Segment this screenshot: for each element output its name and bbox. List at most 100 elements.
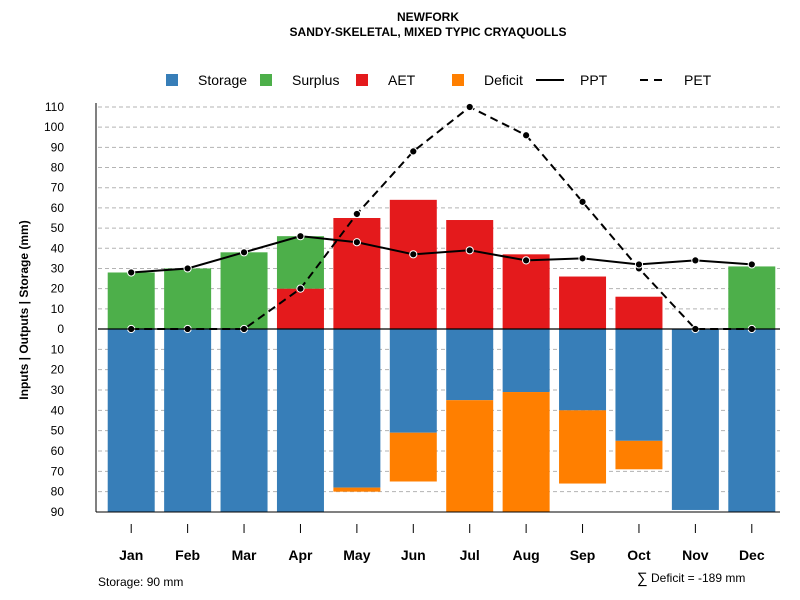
ppt-point [691, 256, 700, 265]
storage-bar-jun [389, 329, 437, 433]
y-tick-label: 90 [51, 505, 65, 519]
ppt-point [409, 250, 418, 259]
legend-label-pet: PET [684, 72, 712, 88]
y-tick-label: 90 [51, 140, 65, 154]
storage-bar-nov [671, 329, 719, 510]
surplus-bar-feb [164, 268, 212, 329]
month-label-aug: Aug [513, 547, 540, 563]
month-label-may: May [343, 547, 370, 563]
pet-point [296, 284, 305, 293]
pet-point [352, 209, 361, 219]
surplus-bar-mar [220, 252, 268, 329]
month-label-jun: Jun [401, 547, 426, 563]
aet-bar-aug [502, 254, 550, 329]
ppt-point [522, 256, 531, 265]
pet-point [522, 131, 531, 140]
deficit-sum-icon: ∑ [637, 570, 648, 587]
month-label-sep: Sep [570, 547, 596, 563]
storage-bar-dec [728, 329, 776, 512]
legend: Storage Surplus AET Deficit PPT PET [166, 72, 712, 88]
deficit-bar-oct [615, 440, 663, 470]
storage-bar-mar [220, 329, 268, 512]
lines-layer [127, 102, 756, 334]
storage-bar-sep [559, 329, 607, 411]
month-label-jul: Jul [460, 547, 480, 563]
y-tick-label: 50 [51, 424, 65, 438]
y-tick-label: 10 [51, 342, 65, 356]
y-tick-label: 60 [51, 444, 65, 458]
bars-layer [107, 199, 776, 512]
surplus-bar-jan [107, 272, 155, 329]
chart-title: NEWFORK [397, 10, 459, 24]
ppt-line [131, 235, 752, 274]
storage-bar-apr [276, 329, 324, 512]
chart-subtitle: SANDY-SKELETAL, MIXED TYPIC CRYAQUOLLS [290, 25, 567, 39]
storage-bar-aug [502, 329, 550, 393]
deficit-footnote: Deficit = -189 mm [651, 571, 745, 585]
y-tick-label: 70 [51, 181, 65, 195]
pet-line [131, 105, 752, 330]
legend-swatch-surplus [260, 74, 272, 86]
pet-point [409, 147, 418, 156]
y-tick-label: 110 [45, 100, 64, 114]
deficit-bar-aug [502, 392, 550, 512]
ppt-point [239, 248, 249, 257]
y-tick-label: 50 [51, 221, 65, 235]
y-tick-label: 40 [51, 241, 65, 255]
legend-label-deficit: Deficit [484, 72, 523, 88]
y-tick-label: 70 [51, 464, 65, 478]
month-label-oct: Oct [627, 547, 651, 563]
y-tick-label: 20 [51, 363, 65, 377]
legend-label-storage: Storage [198, 72, 247, 88]
legend-label-surplus: Surplus [292, 72, 339, 88]
month-label-dec: Dec [739, 547, 765, 563]
month-label-jan: Jan [119, 547, 143, 563]
y-axis-title: Inputs | Outputs | Storage (mm) [17, 220, 31, 399]
legend-label-aet: AET [388, 72, 416, 88]
ppt-point [578, 254, 587, 263]
y-tick-label: 80 [51, 161, 65, 175]
deficit-bar-sep [559, 410, 607, 484]
month-label-nov: Nov [682, 547, 709, 563]
ppt-point [296, 232, 305, 241]
aet-bar-jul [446, 220, 494, 329]
storage-bar-jul [446, 329, 494, 401]
storage-bar-jan [107, 329, 155, 512]
deficit-bar-may [333, 487, 381, 492]
y-tick-label: 100 [44, 120, 64, 134]
ppt-point [747, 260, 756, 269]
ppt-point [183, 264, 192, 273]
storage-bar-oct [615, 329, 663, 441]
y-tick-label: 30 [51, 261, 65, 275]
deficit-bar-jul [446, 400, 494, 512]
month-label-feb: Feb [175, 547, 200, 563]
y-tick-label: 80 [51, 485, 65, 499]
y-tick-label: 40 [51, 403, 65, 417]
legend-swatch-deficit [452, 74, 464, 86]
y-tick-label: 30 [51, 383, 65, 397]
ppt-point [465, 246, 474, 255]
storage-footnote: Storage: 90 mm [98, 575, 183, 589]
legend-label-ppt: PPT [580, 72, 608, 88]
y-tick-label: 20 [51, 282, 65, 296]
storage-bar-may [333, 329, 381, 488]
aet-bar-apr [276, 288, 324, 329]
y-tick-label: 60 [51, 201, 65, 215]
storage-bar-feb [164, 329, 212, 512]
deficit-bar-jun [389, 432, 437, 482]
ppt-point [634, 260, 644, 269]
surplus-bar-dec [728, 266, 776, 329]
aet-bar-sep [559, 276, 607, 329]
ppt-point [352, 238, 361, 247]
grid-lines [98, 106, 780, 513]
aet-bar-oct [615, 296, 663, 329]
aet-bar-jun [389, 199, 437, 329]
surplus-bar-apr [276, 236, 324, 289]
month-label-apr: Apr [288, 547, 313, 563]
legend-swatch-storage [166, 74, 178, 86]
month-label-mar: Mar [232, 547, 257, 563]
aet-bar-may [333, 218, 381, 329]
legend-swatch-aet [356, 74, 368, 86]
axes-layer: 1101009080706050403020100102030405060708… [44, 100, 780, 563]
